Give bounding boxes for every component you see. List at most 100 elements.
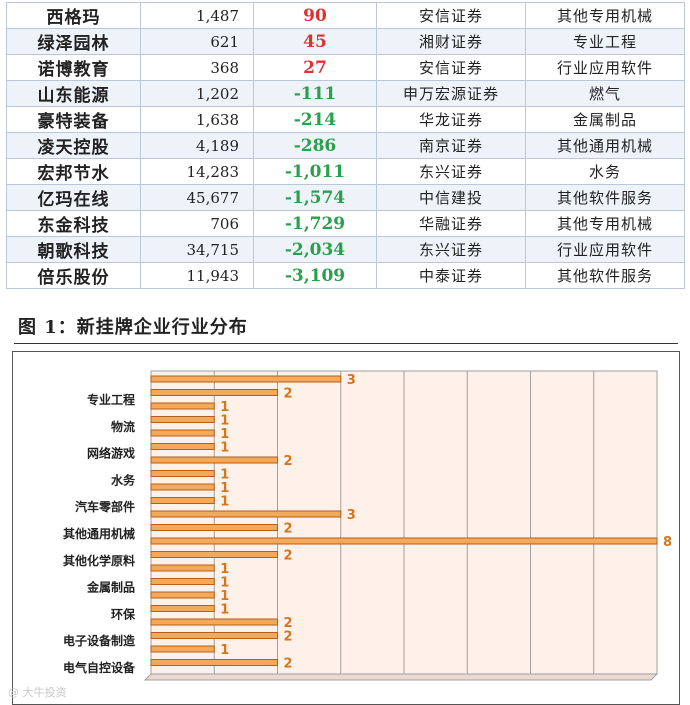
industry-cell: 其他软件服务 — [525, 262, 685, 289]
table-row: 山东能源 1,202 -111 申万宏源证券 燃气 — [6, 80, 685, 107]
table-row: 豪特装备 1,638 -214 华龙证券 金属制品 — [6, 106, 685, 133]
change-cell: 45 — [253, 28, 377, 55]
bar-value-label: 8 — [663, 535, 672, 550]
category-tick-label: 专业工程 — [87, 392, 135, 407]
bar — [150, 551, 278, 558]
change-cell: -1,574 — [253, 184, 377, 211]
change-cell: -286 — [253, 132, 377, 159]
bar — [150, 578, 215, 585]
bar — [150, 524, 278, 531]
bar — [150, 483, 215, 491]
broker-cell: 华龙证券 — [376, 106, 526, 133]
category-tick-label: 水务 — [111, 472, 136, 487]
bar — [150, 456, 278, 464]
table-row: 东金科技 706 -1,729 华融证券 其他专用机械 — [6, 210, 685, 237]
value-cell: 45,677 — [140, 184, 254, 211]
bar-value-label: 2 — [284, 630, 293, 645]
industry-cell: 行业应用软件 — [525, 236, 685, 263]
bar-value-label: 2 — [284, 616, 293, 631]
change-cell: -1,729 — [253, 210, 377, 237]
category-tick-label: 汽车零部件 — [75, 499, 135, 514]
value-cell: 1,638 — [140, 106, 254, 133]
broker-cell: 东兴证券 — [376, 158, 526, 185]
bar-value-label: 1 — [220, 481, 229, 496]
broker-cell: 南京证券 — [376, 132, 526, 159]
value-cell: 4,189 — [140, 132, 254, 159]
bar — [150, 497, 215, 504]
industry-cell: 其他通用机械 — [525, 132, 685, 159]
broker-cell: 东兴证券 — [376, 236, 526, 263]
category-tick-label: 其他通用机械 — [63, 526, 135, 541]
bar — [150, 591, 215, 599]
bar-value-label: 1 — [220, 468, 229, 483]
table-row: 凌天控股 4,189 -286 南京证券 其他通用机械 — [6, 132, 685, 159]
bar-value-label: 3 — [347, 373, 356, 388]
industry-cell: 燃气 — [525, 80, 685, 107]
value-cell: 1,487 — [140, 2, 254, 29]
industry-cell: 其他软件服务 — [525, 184, 685, 211]
change-cell: 27 — [253, 54, 377, 81]
industry-cell: 水务 — [525, 158, 685, 185]
bar-value-label: 2 — [284, 387, 293, 402]
table-row: 西格玛 1,487 90 安信证券 其他专用机械 — [6, 2, 685, 29]
plot-floor — [143, 673, 659, 681]
company-name-cell: 东金科技 — [6, 210, 141, 237]
bar-value-label: 1 — [220, 643, 229, 658]
listing-table: 西格玛 1,487 90 安信证券 其他专用机械 绿泽园林 621 45 湘财证券 专业工程 诺博教… — [6, 2, 685, 289]
change-cell: 90 — [253, 2, 377, 29]
bar-value-label: 1 — [220, 495, 229, 510]
broker-cell: 中信建投 — [376, 184, 526, 211]
bar-value-label: 2 — [284, 549, 293, 564]
bar — [150, 659, 278, 666]
value-cell: 34,715 — [140, 236, 254, 263]
company-name-cell: 绿泽园林 — [6, 28, 141, 55]
category-tick-label: 金属制品 — [86, 580, 135, 595]
category-tick-label: 环保 — [111, 606, 136, 621]
table-row: 宏邦节水 14,283 -1,011 东兴证券 水务 — [6, 158, 685, 185]
bar — [150, 618, 278, 626]
table-row: 朝歌科技 34,715 -2,034 东兴证券 行业应用软件 — [6, 236, 685, 263]
industry-distribution-chart: 3 2 1 1 1 1 2 1 1 1 3 2 8 2 1 1 1 1 2 2 1 2 专业工程 物流 网络游戏 水务 汽车零部件其… — [12, 351, 680, 705]
value-cell: 706 — [140, 210, 254, 237]
table-row: 绿泽园林 621 45 湘财证券 专业工程 — [6, 28, 685, 55]
category-tick-label: 网络游戏 — [87, 446, 135, 461]
industry-cell: 金属制品 — [525, 106, 685, 133]
company-name-cell: 诺博教育 — [6, 54, 141, 81]
chart-svg: 3211112111328211112212专业工程物流网络游戏水务汽车零部件其… — [63, 370, 672, 681]
bar — [150, 537, 658, 545]
bar — [150, 416, 215, 423]
value-cell: 368 — [140, 54, 254, 81]
bar-value-label: 2 — [284, 454, 293, 469]
broker-cell: 华融证券 — [376, 210, 526, 237]
company-name-cell: 朝歌科技 — [6, 236, 141, 263]
change-cell: -214 — [253, 106, 377, 133]
value-cell: 14,283 — [140, 158, 254, 185]
broker-cell: 安信证券 — [376, 54, 526, 81]
bar — [150, 470, 215, 477]
bar — [150, 605, 215, 612]
company-name-cell: 山东能源 — [6, 80, 141, 107]
bar-value-label: 1 — [220, 414, 229, 429]
table-row: 倍乐股份 11,943 -3,109 中泰证券 其他软件服务 — [6, 262, 685, 289]
bar — [150, 564, 215, 572]
broker-cell: 中泰证券 — [376, 262, 526, 289]
bar-value-label: 1 — [220, 441, 229, 456]
company-name-cell: 宏邦节水 — [6, 158, 141, 185]
bar — [150, 429, 215, 437]
change-cell: -3,109 — [253, 262, 377, 289]
bar — [150, 632, 278, 639]
industry-cell: 行业应用软件 — [525, 54, 685, 81]
value-cell: 621 — [140, 28, 254, 55]
category-tick-label: 物流 — [111, 419, 135, 434]
change-cell: -1,011 — [253, 158, 377, 185]
broker-cell: 安信证券 — [376, 2, 526, 29]
change-cell: -2,034 — [253, 236, 377, 263]
table-row: 亿玛在线 45,677 -1,574 中信建投 其他软件服务 — [6, 184, 685, 211]
bar — [150, 375, 342, 383]
category-tick-label: 其他化学原料 — [63, 553, 135, 568]
bar — [150, 443, 215, 450]
bar — [150, 402, 215, 410]
figure-title-rule — [14, 343, 678, 344]
bar — [150, 645, 215, 653]
bar — [150, 389, 278, 396]
